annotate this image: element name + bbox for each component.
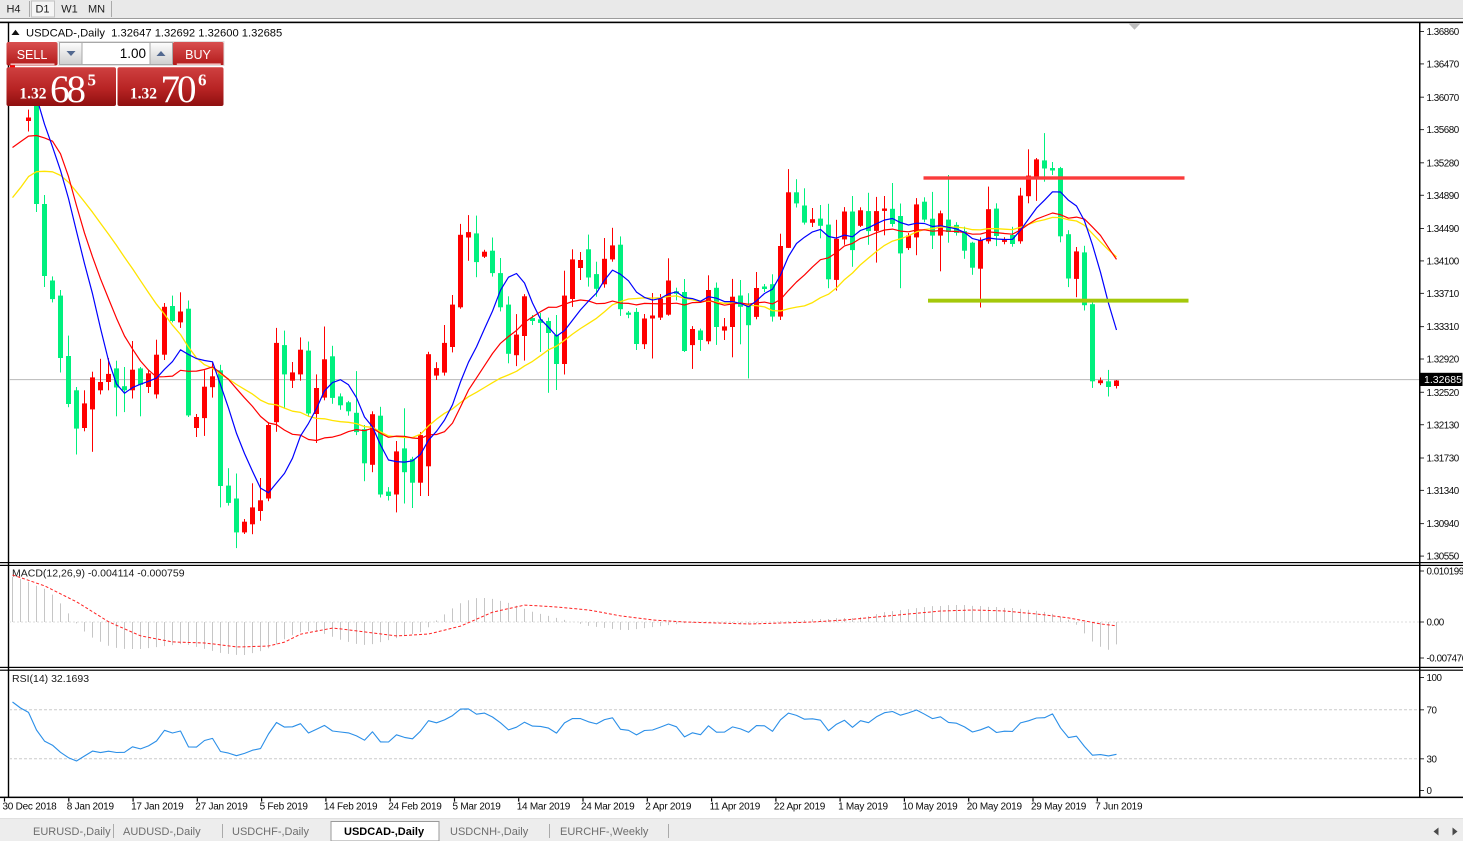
svg-text:29 May 2019: 29 May 2019: [1031, 802, 1087, 813]
svg-text:USDCNH-,Daily: USDCNH-,Daily: [450, 826, 529, 838]
svg-text:1.30940: 1.30940: [1427, 519, 1460, 530]
svg-text:14 Mar 2019: 14 Mar 2019: [517, 802, 571, 813]
svg-text:MACD(12,26,9) -0.004114 -0.000: MACD(12,26,9) -0.004114 -0.000759: [12, 568, 185, 580]
svg-text:5 Feb 2019: 5 Feb 2019: [260, 802, 309, 813]
svg-text:2 Apr 2019: 2 Apr 2019: [645, 802, 692, 813]
svg-text:1.32520: 1.32520: [1427, 388, 1460, 399]
svg-text:MN: MN: [88, 4, 105, 16]
svg-text:EURCHF-,Weekly: EURCHF-,Weekly: [560, 826, 649, 838]
svg-text:1.35280: 1.35280: [1427, 158, 1460, 169]
svg-text:1.36070: 1.36070: [1427, 93, 1460, 104]
svg-text:1.32685: 1.32685: [1424, 374, 1462, 386]
svg-text:1.34490: 1.34490: [1427, 224, 1460, 235]
svg-text:14 Feb 2019: 14 Feb 2019: [324, 802, 378, 813]
svg-text:8 Jan 2019: 8 Jan 2019: [67, 802, 115, 813]
svg-text:30 Dec 2018: 30 Dec 2018: [3, 802, 58, 813]
svg-text:1 May 2019: 1 May 2019: [838, 802, 888, 813]
svg-text:7 Jun 2019: 7 Jun 2019: [1095, 802, 1143, 813]
svg-text:24 Mar 2019: 24 Mar 2019: [581, 802, 635, 813]
svg-text:-0.007476: -0.007476: [1427, 654, 1463, 665]
svg-text:EURUSD-,Daily: EURUSD-,Daily: [33, 826, 111, 838]
svg-text:AUDUSD-,Daily: AUDUSD-,Daily: [123, 826, 201, 838]
svg-text:0: 0: [1427, 786, 1433, 797]
svg-text:RSI(14) 32.1693: RSI(14) 32.1693: [12, 673, 89, 685]
svg-text:1.30550: 1.30550: [1427, 552, 1460, 563]
svg-text:20 May 2019: 20 May 2019: [967, 802, 1023, 813]
svg-text:5 Mar 2019: 5 Mar 2019: [453, 802, 502, 813]
svg-text:1.35680: 1.35680: [1427, 125, 1460, 136]
svg-text:0.010199: 0.010199: [1427, 567, 1463, 578]
svg-text:68: 68: [50, 68, 86, 111]
svg-text:22 Apr 2019: 22 Apr 2019: [774, 802, 826, 813]
svg-text:6: 6: [198, 71, 207, 90]
svg-text:24 Feb 2019: 24 Feb 2019: [388, 802, 442, 813]
svg-text:1.31340: 1.31340: [1427, 486, 1460, 497]
svg-text:SELL: SELL: [17, 48, 48, 62]
svg-text:0.00: 0.00: [1427, 618, 1445, 629]
svg-text:1.34100: 1.34100: [1427, 257, 1460, 268]
svg-text:30: 30: [1427, 754, 1438, 765]
svg-text:W1: W1: [61, 4, 78, 16]
svg-text:70: 70: [1427, 705, 1438, 716]
svg-text:1.33710: 1.33710: [1427, 289, 1460, 300]
svg-text:USDCAD-,Daily: USDCAD-,Daily: [344, 826, 425, 838]
svg-text:11 Apr 2019: 11 Apr 2019: [710, 802, 761, 813]
svg-text:5: 5: [88, 71, 97, 90]
svg-text:USDCAD-,Daily 1.32647 1.32692: USDCAD-,Daily 1.32647 1.32692 1.32600 1.…: [26, 28, 282, 40]
svg-text:1.32920: 1.32920: [1427, 355, 1460, 366]
svg-text:1.00: 1.00: [120, 46, 146, 61]
svg-text:70: 70: [161, 68, 197, 111]
svg-text:1.32: 1.32: [19, 86, 46, 103]
svg-text:H4: H4: [6, 4, 20, 16]
svg-text:100: 100: [1427, 673, 1443, 684]
svg-text:D1: D1: [35, 4, 49, 16]
svg-text:1.34890: 1.34890: [1427, 191, 1460, 202]
svg-text:1.36470: 1.36470: [1427, 60, 1460, 71]
svg-text:1.33310: 1.33310: [1427, 322, 1460, 333]
svg-text:17 Jan 2019: 17 Jan 2019: [131, 802, 184, 813]
svg-text:10 May 2019: 10 May 2019: [902, 802, 958, 813]
svg-text:1.32130: 1.32130: [1427, 420, 1460, 431]
svg-text:BUY: BUY: [185, 48, 211, 62]
svg-text:1.36860: 1.36860: [1427, 27, 1460, 38]
svg-text:27 Jan 2019: 27 Jan 2019: [195, 802, 248, 813]
svg-text:USDCHF-,Daily: USDCHF-,Daily: [232, 826, 310, 838]
svg-text:1.32: 1.32: [130, 86, 157, 103]
svg-text:1.31730: 1.31730: [1427, 454, 1460, 465]
